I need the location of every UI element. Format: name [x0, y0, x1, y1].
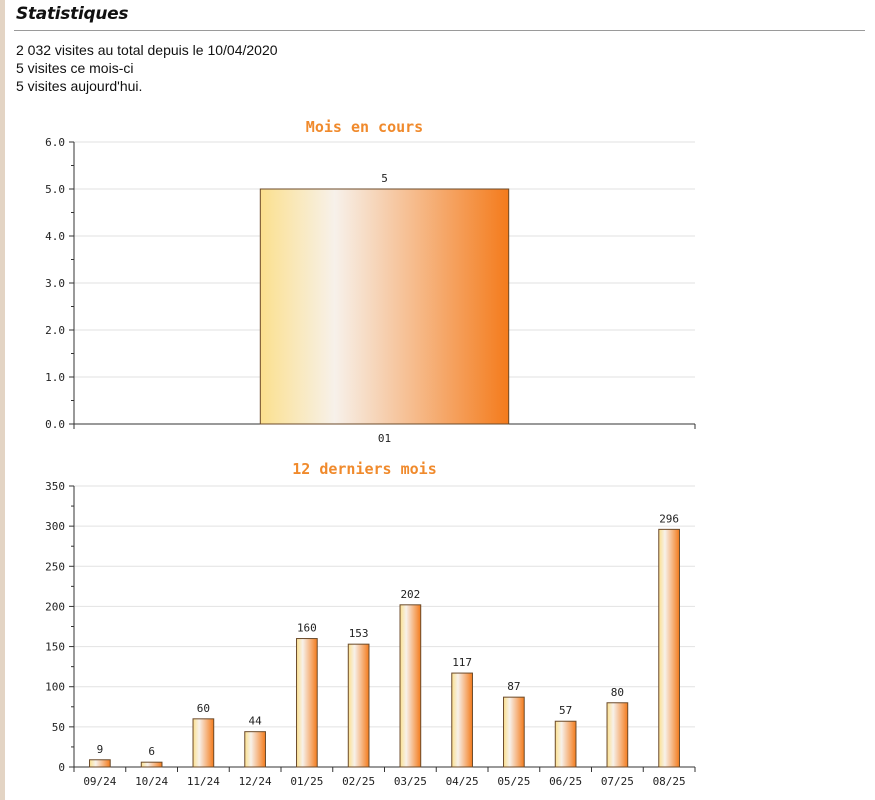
x-tick-label: 09/24 [83, 775, 116, 788]
section-title: Statistiques [16, 4, 129, 24]
bar-value-label: 117 [452, 656, 472, 669]
bar-08-25 [658, 528, 680, 768]
x-tick-label: 12/24 [239, 775, 272, 788]
bar-value-label: 60 [197, 702, 210, 715]
x-tick-label: 08/25 [653, 775, 686, 788]
bar-02-25 [347, 643, 370, 768]
bar-value-label: 296 [659, 512, 679, 525]
x-tick-label: 02/25 [342, 775, 375, 788]
y-tick-label: 200 [45, 600, 65, 613]
y-tick-label: 250 [45, 560, 65, 573]
y-tick-label: 5.0 [45, 183, 65, 196]
chart-title: Mois en cours [306, 118, 423, 136]
y-tick-label: 4.0 [45, 230, 65, 243]
left-border-strip [0, 0, 5, 800]
x-tick-label: 06/25 [549, 775, 582, 788]
chart-title: 12 derniers mois [292, 460, 437, 478]
bar-value-label: 160 [297, 622, 317, 635]
title-divider [14, 30, 865, 31]
y-tick-label: 6.0 [45, 136, 65, 149]
month-visits-text: 5 visites ce mois-ci [16, 60, 134, 76]
bar-value-label: 6 [148, 745, 155, 758]
x-tick-label: 01 [378, 432, 391, 445]
bar-value-label: 5 [381, 172, 388, 185]
chart-last-12-months: 0 50 100 150 200 250 300 350 9 09/24 6 10/24 60 11/24… [45, 460, 696, 788]
stats-summary: 2 032 visites au total depuis le 10/04/2… [16, 41, 278, 95]
bar-01-25 [296, 638, 318, 768]
y-tick-label: 0 [58, 761, 65, 774]
today-visits-text: 5 visites aujourd'hui. [16, 78, 143, 94]
bar-value-label: 80 [611, 686, 624, 699]
y-tick-label: 350 [45, 480, 65, 493]
bar-value-label: 9 [97, 743, 104, 756]
x-tick-label: 10/24 [135, 775, 168, 788]
y-tick-label: 150 [45, 641, 65, 654]
x-tick-label: 04/25 [446, 775, 479, 788]
bar-09-24 [89, 759, 111, 768]
y-tick-label: 1.0 [45, 371, 65, 384]
x-tick-label: 05/25 [497, 775, 530, 788]
y-tick-label: 50 [52, 721, 65, 734]
bar-06-25 [554, 720, 577, 768]
x-tick-label: 07/25 [601, 775, 634, 788]
bar-value-label: 202 [400, 588, 420, 601]
bar-value-label: 44 [249, 715, 263, 728]
bar-05-25 [503, 696, 525, 768]
bar-12-24 [244, 731, 266, 768]
total-visits-text: 2 032 visites au total depuis le 10/04/2… [16, 42, 278, 58]
bar-10-24 [140, 761, 163, 768]
bar-11-24 [192, 718, 215, 768]
y-tick-label: 3.0 [45, 277, 65, 290]
y-tick-label: 300 [45, 520, 65, 533]
x-tick-label: 01/25 [290, 775, 323, 788]
bar-07-25 [606, 702, 629, 768]
y-tick-label: 2.0 [45, 324, 65, 337]
bar-value-label: 57 [559, 704, 572, 717]
y-tick-label: 100 [45, 681, 65, 694]
x-tick-label: 11/24 [187, 775, 220, 788]
bar-value-label: 87 [507, 680, 520, 693]
bar-01 [259, 188, 510, 425]
chart-current-month: 0.0 1.0 2.0 3.0 4.0 5.0 6.0 5 01 Mois en cours [45, 118, 696, 445]
bar-03-25 [399, 604, 422, 768]
bar-value-label: 153 [349, 627, 369, 640]
bar-04-25 [451, 672, 473, 768]
y-tick-label: 0.0 [45, 418, 65, 431]
x-tick-label: 03/25 [394, 775, 427, 788]
